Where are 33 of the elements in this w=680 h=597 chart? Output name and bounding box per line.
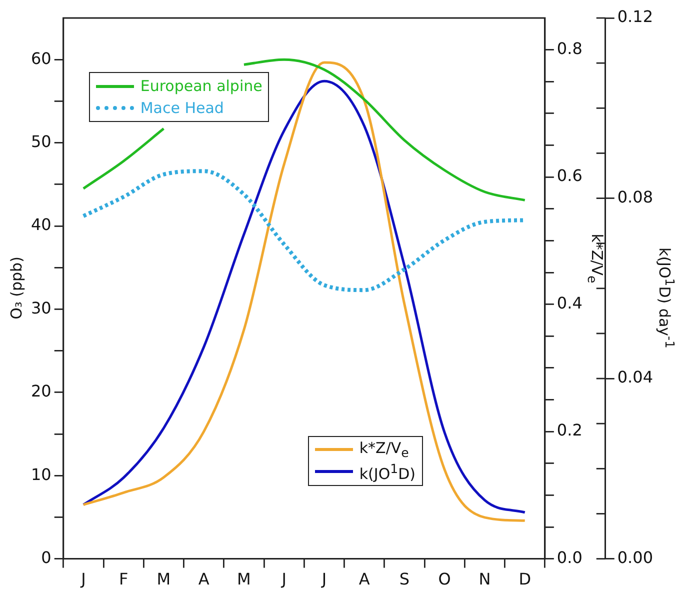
y2-tick-label: 0.8 [556,38,582,58]
y3-tick-label: 0.04 [617,368,653,387]
y3-tick-label: 0.12 [617,7,653,26]
x-tick-label: N [478,570,491,589]
y-tick-label: 10 [31,464,52,484]
x-tick-label: A [198,570,210,589]
y2-tick-label: 0.4 [556,293,582,312]
x-tick-label: J [80,570,86,589]
y-tick-label: 60 [31,48,52,68]
legend-label: k(JO$^{1}$D) [359,460,416,483]
x-tick-label: J [280,570,286,589]
x-tick-label: S [399,570,410,589]
y-tick-label: 50 [31,132,52,151]
y-axis-title: O₃ (ppb) [6,256,25,320]
y2-tick-label: 0.6 [556,166,582,186]
x-tick-label: A [358,570,370,589]
x-tick-label: O [438,570,451,589]
x-tick-label: D [518,570,532,589]
x-tick-label: M [237,570,251,589]
y2-tick-label: 0.0 [556,548,582,567]
y-tick-label: 40 [31,215,52,234]
y-tick-label: 30 [31,298,52,318]
y3-tick-label: 0.00 [617,548,653,567]
x-tick-label: F [118,570,128,589]
legend-label: Mace Head [140,99,224,117]
y-tick-label: 0 [41,548,52,567]
y2-tick-label: 0.2 [556,420,582,440]
legend-label: k*Z/V$_{e}$ [359,439,409,460]
y3-tick-label: 0.08 [617,187,653,206]
y-tick-label: 20 [31,382,52,401]
x-tick-label: M [156,570,171,589]
x-tick-label: J [320,570,327,589]
legend-label: European alpine [140,77,262,95]
